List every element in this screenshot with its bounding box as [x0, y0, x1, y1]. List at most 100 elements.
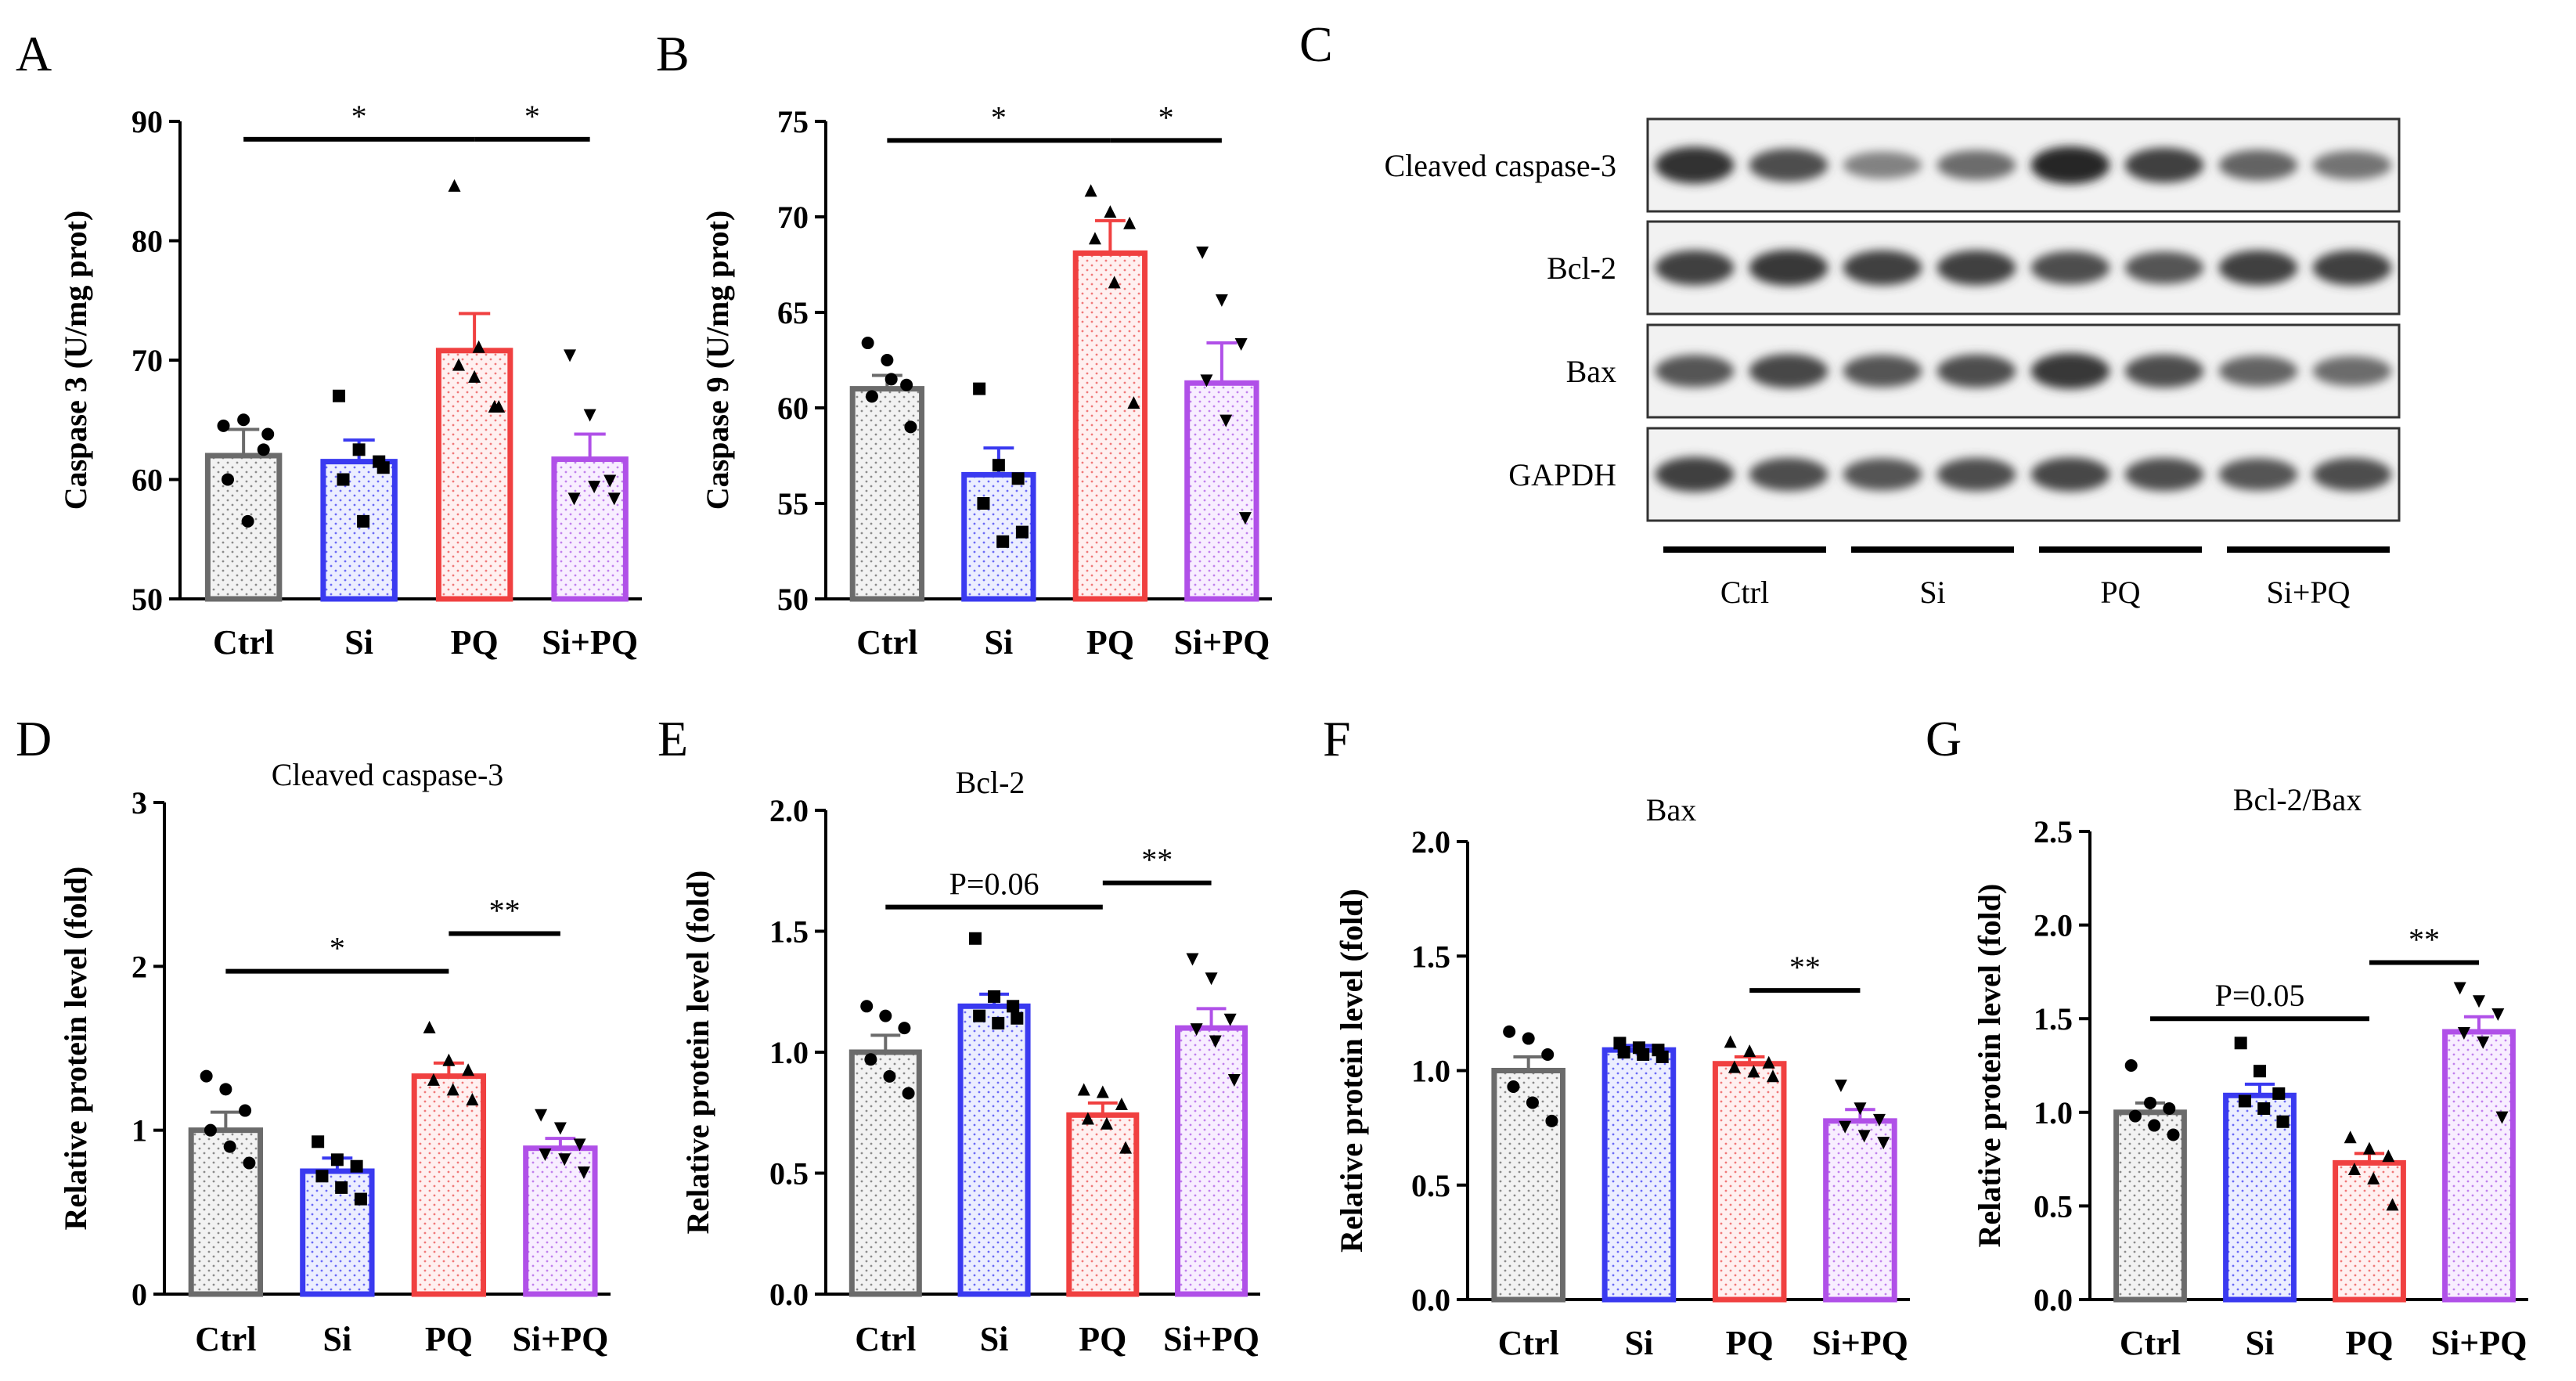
- data-point: [1545, 1114, 1558, 1127]
- data-point: [2473, 995, 2485, 1008]
- chart-G: 0.0 0.5 1.0 1.5 2.0 2.5 Relative protein level…: [1972, 814, 2528, 1362]
- x-tick-label: Si+PQ: [1173, 623, 1270, 662]
- data-point: [898, 1022, 911, 1035]
- data-point: [1762, 1055, 1775, 1069]
- protein-band: [2312, 150, 2392, 180]
- data-point: [1015, 525, 1029, 539]
- data-point: [1872, 1113, 1886, 1127]
- data-point: [607, 492, 621, 506]
- chart-title: Bcl-2: [956, 765, 1025, 800]
- data-point: [2453, 982, 2466, 995]
- bar-ctrl: [188, 1127, 264, 1297]
- x-tick-label: Si+PQ: [2431, 1324, 2527, 1362]
- data-point: [904, 420, 917, 434]
- bar-si: [957, 1003, 1031, 1297]
- data-point: [222, 473, 235, 486]
- y-tick-label: 0: [132, 1277, 147, 1312]
- y-tick-label: 1.5: [1411, 939, 1450, 974]
- data-point: [879, 1009, 892, 1022]
- data-point: [1724, 1035, 1737, 1048]
- chart-title: Bcl-2/Bax: [2233, 782, 2362, 817]
- data-point: [553, 1122, 567, 1135]
- panel-F: F Bax 0.0 0.5 1.0 1.5 2.0 Relative protein le…: [1323, 711, 1910, 1362]
- data-point: [1215, 294, 1228, 307]
- y-tick-label: 1.0: [1411, 1054, 1450, 1089]
- data-point: [1108, 276, 1121, 289]
- data-point: [535, 1109, 548, 1122]
- panel-letter: G: [1926, 711, 1962, 766]
- data-point: [1766, 1069, 1779, 1083]
- data-point: [337, 473, 350, 486]
- data-point: [1115, 1097, 1128, 1110]
- data-point: [219, 1083, 232, 1096]
- x-tick-label: PQ: [1079, 1320, 1126, 1358]
- panel-letter: E: [658, 711, 688, 766]
- bar-sipq: [551, 456, 629, 602]
- y-tick-label: 0.5: [1411, 1168, 1450, 1203]
- chart-title: Cleaved caspase-3: [272, 757, 504, 792]
- data-point: [2144, 1096, 2156, 1109]
- y-tick-label: 1.0: [769, 1035, 809, 1070]
- significance-label: P=0.06: [949, 867, 1039, 902]
- data-point: [2238, 1094, 2251, 1108]
- protein-band: [1749, 250, 1828, 286]
- data-point: [1747, 1065, 1760, 1078]
- y-tick-label: 50: [777, 582, 809, 617]
- data-point: [452, 358, 466, 371]
- protein-band: [2218, 458, 2298, 491]
- panel-letter: D: [16, 711, 52, 766]
- data-point: [1011, 472, 1025, 485]
- data-point: [2257, 1102, 2271, 1116]
- y-tick-label: 1: [132, 1113, 147, 1148]
- data-point: [217, 419, 230, 432]
- data-point: [1617, 1046, 1630, 1059]
- protein-band: [1655, 355, 1735, 388]
- x-tick-label: Si: [985, 623, 1014, 662]
- chart-F: 0.0 0.5 1.0 1.5 2.0 Relative protein level (f…: [1334, 824, 1910, 1362]
- data-point: [1526, 1096, 1539, 1109]
- data-point: [1081, 1112, 1094, 1125]
- data-point: [241, 514, 254, 528]
- y-tick-label: 1.0: [2034, 1095, 2073, 1130]
- y-axis-label: Caspase 3 (U/mg prot): [58, 211, 93, 510]
- x-tick-label: Si: [323, 1320, 352, 1358]
- panel-letter: B: [656, 26, 690, 81]
- data-point: [583, 409, 596, 422]
- data-point: [2363, 1141, 2376, 1155]
- protein-band: [1843, 151, 1922, 179]
- y-tick-label: 60: [132, 463, 163, 498]
- y-tick-label: 50: [132, 582, 163, 617]
- protein-band: [2030, 251, 2110, 285]
- data-point: [2367, 1171, 2380, 1184]
- y-tick-label: 0.5: [2034, 1188, 2073, 1224]
- protein-band: [2312, 457, 2392, 492]
- x-tick-label: Ctrl: [2120, 1324, 2181, 1362]
- data-point: [1227, 1073, 1241, 1087]
- y-tick-label: 2.0: [1411, 824, 1450, 860]
- data-point: [2234, 1037, 2247, 1050]
- y-tick-label: 1.5: [769, 914, 809, 950]
- panel-C: C Cleaved caspase-3 Bcl-2 Bax GAPDH Ctrl Si PQ…: [1299, 16, 2401, 610]
- bar-pq: [1712, 1061, 1787, 1303]
- y-tick-label: 70: [777, 200, 809, 235]
- significance-label: **: [1141, 842, 1173, 878]
- significance-label: *: [524, 99, 540, 134]
- data-point: [883, 1069, 896, 1083]
- data-point: [1100, 1116, 1113, 1130]
- x-tick-label: Ctrl: [195, 1320, 256, 1358]
- group-label: Si+PQ: [2266, 575, 2350, 610]
- significance-label: **: [2408, 921, 2440, 957]
- data-point: [588, 481, 601, 494]
- data-point: [1088, 232, 1101, 245]
- data-point: [468, 370, 481, 383]
- blot-row-label: Bcl-2: [1547, 251, 1616, 286]
- x-tick-label: Si: [980, 1320, 1009, 1358]
- data-point: [603, 474, 617, 488]
- data-point: [968, 932, 982, 945]
- significance-label: **: [489, 892, 521, 928]
- data-point: [2386, 1198, 2399, 1211]
- data-point: [861, 337, 874, 350]
- protein-band: [1937, 150, 2016, 181]
- data-point: [1834, 1080, 1847, 1093]
- data-point: [2457, 1026, 2470, 1040]
